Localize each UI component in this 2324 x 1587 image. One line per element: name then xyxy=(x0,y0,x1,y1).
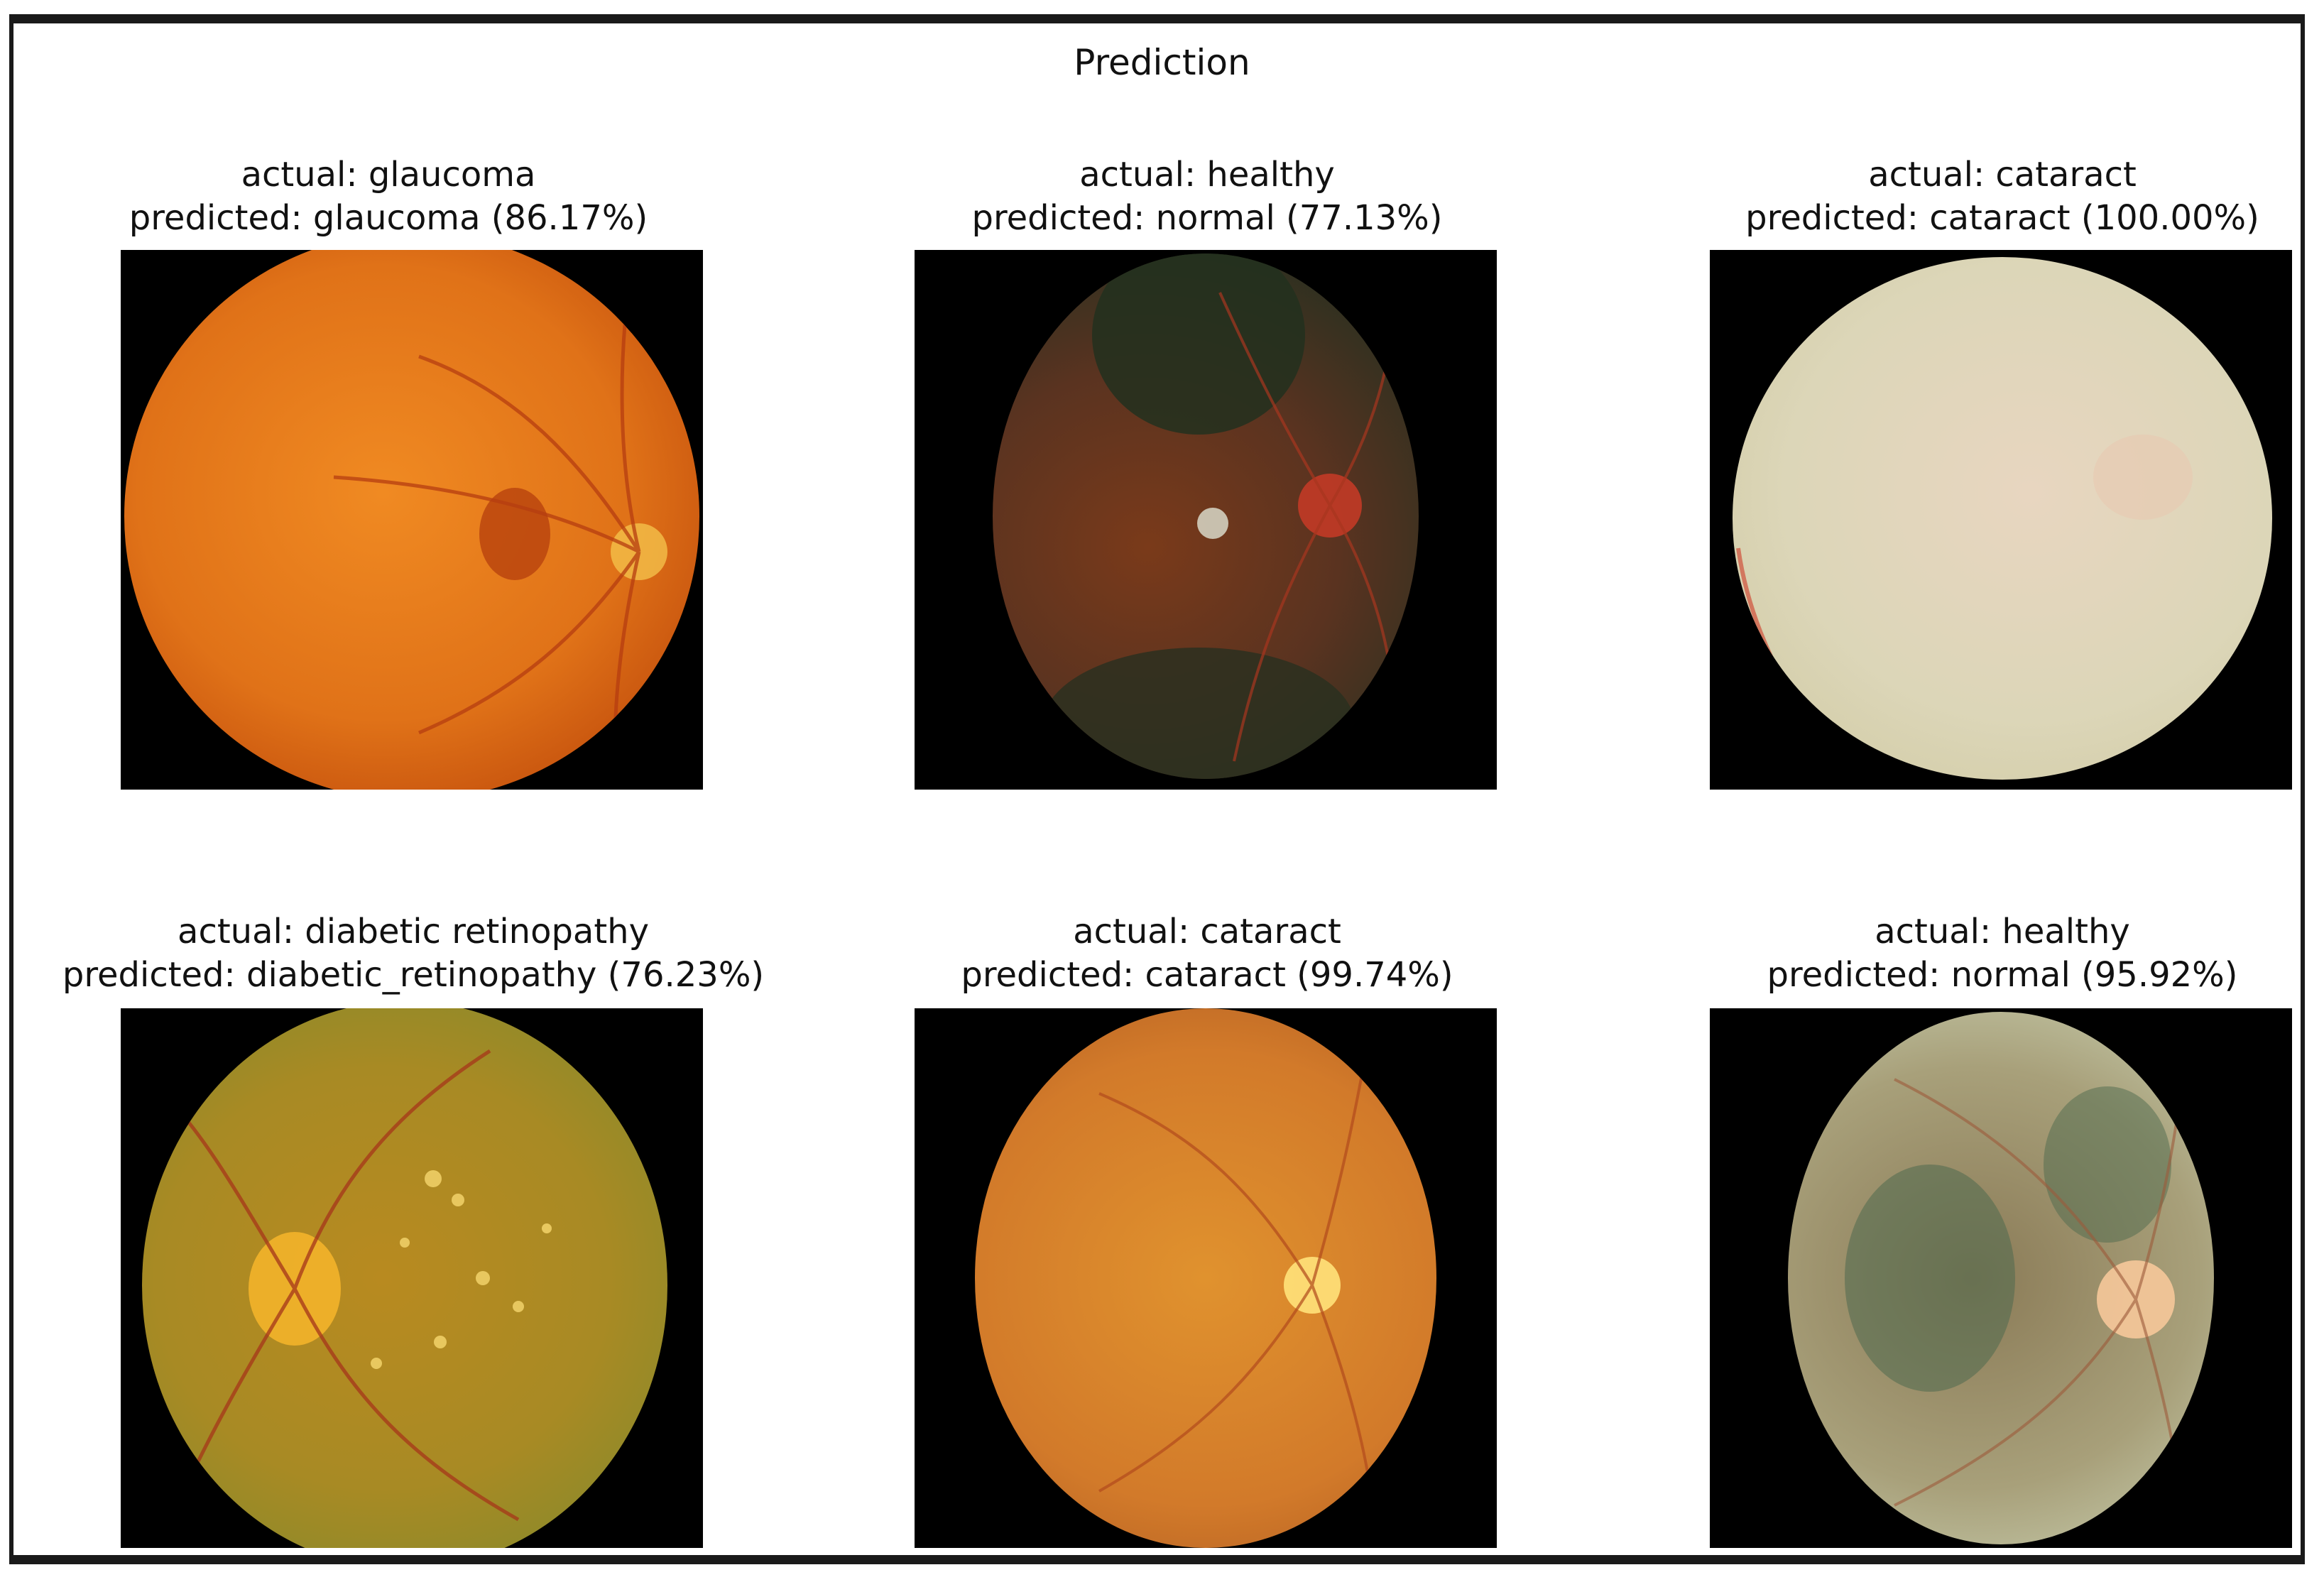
panel-1-fundus-image xyxy=(121,250,703,790)
panel-6-fundus-image xyxy=(1710,1008,2292,1548)
panel-2-predicted: predicted: normal (77.13%) xyxy=(971,198,1443,238)
panel-1-actual: actual: glaucoma xyxy=(241,155,536,195)
panel-6-actual: actual: healthy xyxy=(1875,912,2130,951)
panel-4-actual: actual: diabetic retinopathy xyxy=(178,912,649,951)
panel-1-title: actual: glaucoma predicted: glaucoma (86… xyxy=(0,153,779,240)
panel-1-predicted: predicted: glaucoma (86.17%) xyxy=(129,198,648,238)
panel-2-actual: actual: healthy xyxy=(1079,155,1335,195)
panel-5-title: actual: cataract predicted: cataract (99… xyxy=(817,910,1598,997)
panel-6-title: actual: healthy predicted: normal (95.92… xyxy=(1612,910,2324,997)
panel-3-title: actual: cataract predicted: cataract (10… xyxy=(1612,153,2324,240)
panel-3-actual: actual: cataract xyxy=(1868,155,2137,195)
panel-3-fundus-image xyxy=(1710,250,2292,790)
panel-4-title: actual: diabetic retinopathy predicted: … xyxy=(23,910,804,997)
panel-2-title: actual: healthy predicted: normal (77.13… xyxy=(817,153,1598,240)
panel-3-predicted: predicted: cataract (100.00%) xyxy=(1745,198,2259,238)
panel-6-predicted: predicted: normal (95.92%) xyxy=(1767,955,2238,995)
panel-5-actual: actual: cataract xyxy=(1073,912,1341,951)
figure-title: Prediction xyxy=(1074,42,1250,83)
panel-5-fundus-image xyxy=(915,1008,1497,1548)
panel-2-fundus-image xyxy=(915,250,1497,790)
panel-4-fundus-image xyxy=(121,1008,703,1548)
panel-4-predicted: predicted: diabetic_retinopathy (76.23%) xyxy=(62,955,765,995)
panel-5-predicted: predicted: cataract (99.74%) xyxy=(961,955,1453,995)
